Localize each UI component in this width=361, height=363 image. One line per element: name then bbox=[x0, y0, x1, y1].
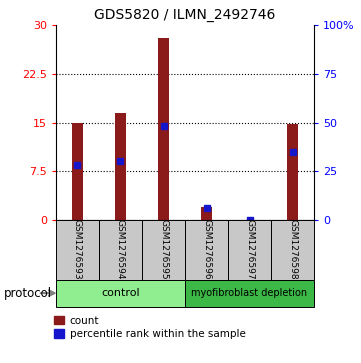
Bar bbox=[158, 38, 169, 220]
Text: GSM1276595: GSM1276595 bbox=[159, 219, 168, 280]
Text: GSM1276598: GSM1276598 bbox=[288, 219, 297, 280]
Text: protocol: protocol bbox=[4, 287, 52, 299]
Bar bbox=[287, 125, 298, 220]
Text: GSM1276596: GSM1276596 bbox=[202, 219, 211, 280]
Text: control: control bbox=[101, 288, 140, 298]
Bar bbox=[99, 220, 142, 280]
Bar bbox=[201, 207, 212, 220]
Bar bbox=[56, 280, 185, 307]
Legend: count, percentile rank within the sample: count, percentile rank within the sample bbox=[54, 315, 245, 339]
Text: myofibroblast depletion: myofibroblast depletion bbox=[191, 288, 308, 298]
Bar bbox=[271, 220, 314, 280]
Bar bbox=[185, 220, 228, 280]
Text: GSM1276594: GSM1276594 bbox=[116, 219, 125, 280]
Title: GDS5820 / ILMN_2492746: GDS5820 / ILMN_2492746 bbox=[94, 8, 276, 22]
Bar bbox=[228, 220, 271, 280]
Bar bbox=[72, 122, 83, 220]
Text: GSM1276593: GSM1276593 bbox=[73, 219, 82, 280]
Text: GSM1276597: GSM1276597 bbox=[245, 219, 254, 280]
Bar bbox=[56, 220, 99, 280]
Bar bbox=[115, 113, 126, 220]
Bar bbox=[142, 220, 185, 280]
Bar bbox=[185, 280, 314, 307]
